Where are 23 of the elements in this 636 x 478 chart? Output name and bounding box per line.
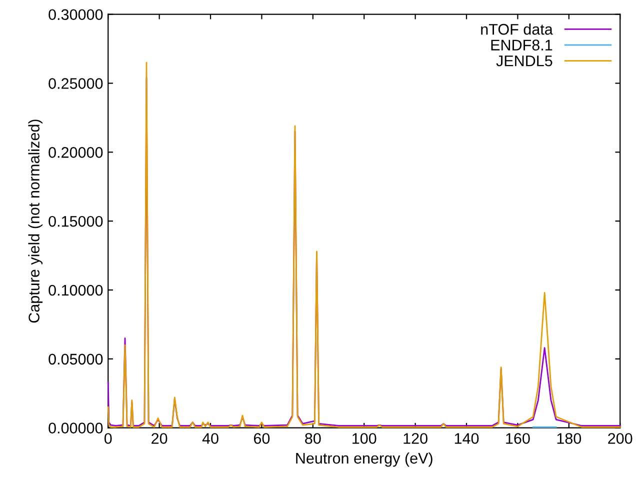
- y-tick-label: 0.25000: [48, 78, 103, 89]
- x-tick-label: 20: [152, 433, 168, 444]
- x-tick-label: 120: [404, 433, 428, 444]
- x-tick-label: 140: [454, 433, 479, 444]
- legend-label: JENDL5: [496, 56, 552, 66]
- x-tick-label: 180: [557, 433, 582, 444]
- y-tick-label: 0.30000: [48, 9, 103, 20]
- x-tick-label: 100: [352, 433, 376, 444]
- x-tick-label: 60: [254, 433, 270, 444]
- legend-label: ENDF8.1: [491, 40, 552, 50]
- y-axis-title: Capture yield (not normalized): [28, 120, 42, 323]
- y-tick-label: 0.05000: [48, 354, 103, 365]
- x-tick-label: 40: [202, 433, 218, 444]
- x-tick-label: 160: [506, 433, 530, 444]
- x-tick-label: 80: [305, 433, 321, 444]
- y-tick-label: 0.20000: [48, 147, 103, 158]
- y-tick-label: 0.10000: [48, 284, 103, 296]
- legend-label: nTOF data: [481, 24, 553, 35]
- y-tick-label: 0.15000: [48, 216, 103, 227]
- y-tick-label: 0.00000: [48, 422, 103, 434]
- x-axis-title: Neutron energy (eV): [296, 452, 432, 467]
- x-tick-label: 200: [608, 433, 632, 444]
- x-tick-label: 0: [104, 433, 112, 444]
